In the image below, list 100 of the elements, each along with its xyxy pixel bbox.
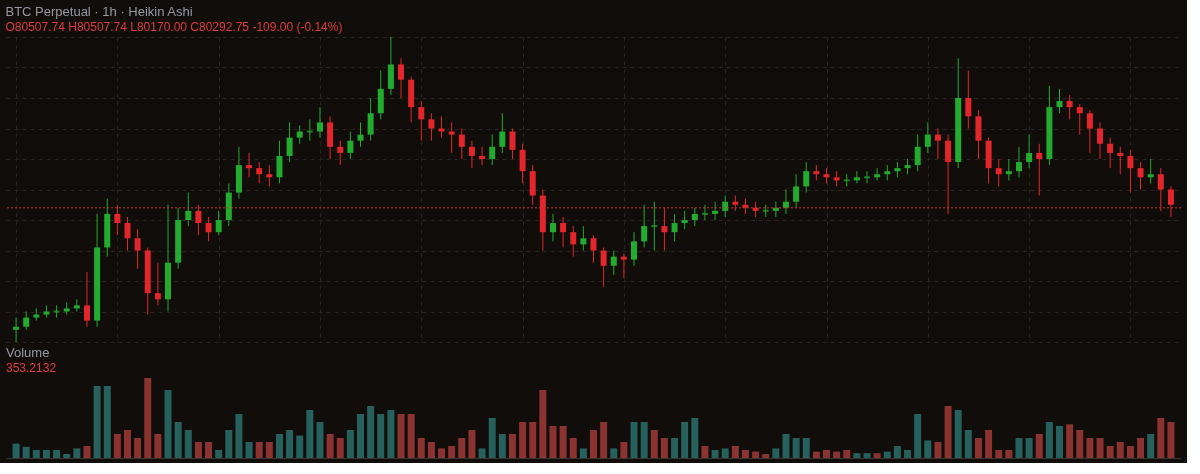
bar [823, 450, 830, 458]
candlestick [934, 128, 941, 160]
bar [367, 406, 375, 458]
candlestick [1167, 185, 1174, 218]
bar [438, 448, 446, 458]
candlestick [1036, 143, 1043, 197]
bar [863, 453, 871, 458]
bar [124, 430, 131, 458]
bar [924, 440, 932, 458]
bar [964, 430, 972, 458]
candlestick [651, 201, 658, 251]
bar [174, 422, 182, 458]
bar [286, 430, 294, 458]
bar [630, 422, 638, 458]
candlestick [681, 210, 688, 230]
bar [346, 430, 354, 458]
text: 353.2132 [6, 361, 57, 375]
bar [1126, 446, 1134, 458]
candlestick [570, 225, 577, 258]
bar [53, 450, 61, 458]
bar [478, 448, 486, 458]
candlestick [367, 97, 374, 142]
bar [731, 446, 739, 458]
candlestick [712, 201, 719, 221]
candlestick [418, 100, 425, 142]
bar [1116, 442, 1124, 458]
candlestick [205, 216, 212, 242]
bar [762, 454, 770, 458]
bar [944, 406, 952, 458]
bar [1045, 422, 1053, 458]
bar [63, 454, 71, 458]
candlestick [53, 304, 60, 319]
text: O80507.74 H80507.74 L80170.00 C80292.75 -109.00 (-0.14%) [5, 19, 343, 34]
bar [215, 450, 223, 458]
bar [194, 442, 202, 458]
candlestick [276, 140, 283, 184]
bar [529, 422, 537, 458]
bar [22, 446, 30, 458]
bar [519, 422, 527, 458]
bar [914, 414, 922, 458]
candlestick [489, 134, 496, 166]
bar [387, 410, 395, 458]
candlestick [337, 140, 344, 166]
bar [802, 438, 810, 458]
bar [985, 430, 993, 458]
candlestick [610, 250, 617, 276]
bar [103, 386, 111, 458]
bar [1076, 430, 1084, 458]
candlestick [864, 170, 871, 184]
bar [853, 453, 861, 458]
candlestick [438, 115, 445, 139]
candlestick [914, 134, 921, 172]
candlestick [124, 216, 131, 251]
bar [812, 451, 820, 458]
bar [701, 446, 709, 458]
bar [255, 442, 263, 458]
bar [650, 430, 658, 458]
candlestick [580, 225, 587, 251]
candlestick [924, 121, 931, 154]
candlestick [1026, 134, 1033, 169]
bar [610, 448, 618, 458]
bar [660, 438, 668, 458]
candlestick [1117, 146, 1124, 175]
bar [1086, 438, 1094, 458]
bar [508, 434, 516, 458]
bar [377, 414, 385, 458]
candlestick [600, 246, 607, 288]
candlestick [1097, 121, 1104, 160]
candlestick [590, 234, 597, 264]
candlestick [347, 131, 354, 160]
bar [1147, 434, 1155, 458]
bar [12, 443, 20, 458]
candlestick [853, 170, 860, 184]
bar [904, 450, 912, 458]
bar [83, 446, 91, 458]
bar [1096, 438, 1104, 458]
candlestick [691, 207, 698, 227]
bar [448, 446, 456, 458]
candlestick [13, 317, 20, 343]
candlestick [195, 204, 202, 236]
candlestick [306, 118, 313, 142]
bar [600, 422, 608, 458]
bar [73, 448, 81, 458]
candlestick [1076, 103, 1083, 136]
bar [681, 422, 689, 458]
candlestick [1066, 94, 1073, 120]
candlestick [134, 228, 141, 270]
candlestick [549, 213, 556, 242]
bar [235, 414, 243, 458]
bar [559, 426, 567, 458]
bar [417, 438, 425, 458]
bar [893, 446, 901, 458]
candlestick [448, 121, 455, 154]
bar [113, 434, 121, 458]
bar [711, 450, 719, 458]
candlestick [256, 161, 263, 184]
candlestick [519, 143, 526, 184]
bar [954, 410, 962, 458]
bar [590, 430, 597, 458]
bar [488, 418, 496, 458]
